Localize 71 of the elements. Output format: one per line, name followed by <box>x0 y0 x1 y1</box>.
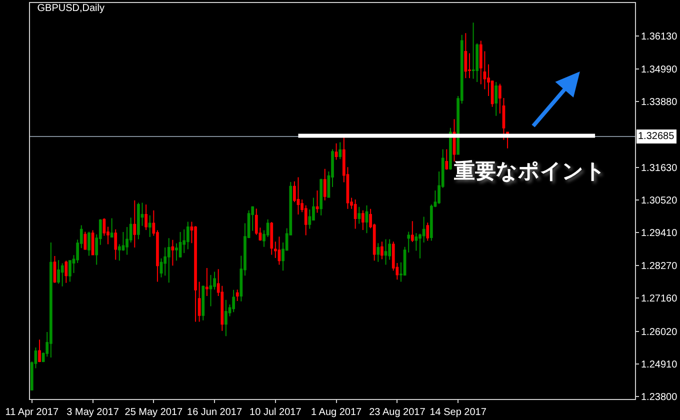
ref-line-label: 1.32685 <box>638 131 675 142</box>
candlestick <box>114 228 118 260</box>
candlestick <box>53 255 56 284</box>
candlestick <box>464 32 468 79</box>
candlestick <box>380 241 384 260</box>
candlestick <box>171 239 174 266</box>
candlestick <box>278 236 281 266</box>
candlestick <box>84 231 87 250</box>
candlestick <box>320 178 323 216</box>
candlestick <box>338 142 342 160</box>
candlestick <box>384 238 388 266</box>
x-tick-label: 25 May 2017 <box>124 407 183 418</box>
y-tick-label: 1.31630 <box>641 162 678 174</box>
candlestick <box>232 289 235 313</box>
candlestick <box>202 285 205 321</box>
y-tick-label: 1.24910 <box>641 359 678 370</box>
candlestick <box>323 168 326 201</box>
candlestick <box>472 22 475 80</box>
candlestick <box>57 260 60 284</box>
candlestick <box>376 242 380 262</box>
candlestick <box>186 221 190 250</box>
candlestick <box>224 299 228 337</box>
candlestick <box>50 242 52 358</box>
candlestick <box>178 232 182 258</box>
candlestick <box>236 289 239 302</box>
chart-title: GBPUSD,Daily <box>37 3 105 14</box>
x-tick-label: 1 Aug 2017 <box>311 407 362 418</box>
candlestick <box>334 142 338 160</box>
candlestick <box>407 231 410 253</box>
candlestick <box>445 148 448 170</box>
candlestick <box>88 231 90 256</box>
candlestick <box>316 190 319 214</box>
candlestick <box>362 210 364 230</box>
y-tick-label: 1.28270 <box>641 261 678 272</box>
y-tick-label: 1.23800 <box>641 392 678 403</box>
x-tick-label: 14 Sep 2017 <box>430 407 487 418</box>
candlestick <box>206 267 208 297</box>
candlestick <box>133 200 136 248</box>
x-tick-label: 23 Aug 2017 <box>369 407 426 418</box>
candlestick <box>110 218 114 238</box>
candlestick <box>494 81 498 116</box>
candlestick <box>270 222 274 256</box>
candlestick <box>194 226 197 322</box>
candlestick <box>354 199 357 230</box>
candlestick <box>38 339 41 363</box>
candlestick <box>365 204 368 234</box>
candlestick <box>167 238 170 284</box>
y-tick-label: 1.34990 <box>641 64 678 76</box>
candlestick <box>410 220 414 242</box>
y-tick-label: 1.29410 <box>641 228 678 239</box>
annotation: 重要なポイント <box>453 160 606 183</box>
candlestick <box>144 204 148 230</box>
candlestick <box>137 202 140 240</box>
candlestick <box>426 222 430 242</box>
candlestick <box>64 260 68 284</box>
y-tick-label: 1.30520 <box>641 195 678 206</box>
candlestick <box>296 176 300 215</box>
y-tick-label: 1.36130 <box>641 31 678 42</box>
candlestick <box>209 274 212 307</box>
y-tick-label: 1.33880 <box>641 97 678 108</box>
x-tick-label: 3 May 2017 <box>66 407 120 418</box>
y-tick-label: 1.27160 <box>641 294 678 305</box>
x-tick-label: 10 Jul 2017 <box>250 407 302 418</box>
x-tick-label: 16 Jun 2017 <box>187 407 242 418</box>
candlestick <box>198 281 201 322</box>
candlestick <box>148 214 152 238</box>
candlestick <box>358 206 361 224</box>
y-tick-label: 1.26020 <box>641 326 678 338</box>
candlestick <box>449 127 452 170</box>
x-tick-label: 11 Apr 2017 <box>5 407 59 418</box>
candlestick <box>60 262 64 287</box>
